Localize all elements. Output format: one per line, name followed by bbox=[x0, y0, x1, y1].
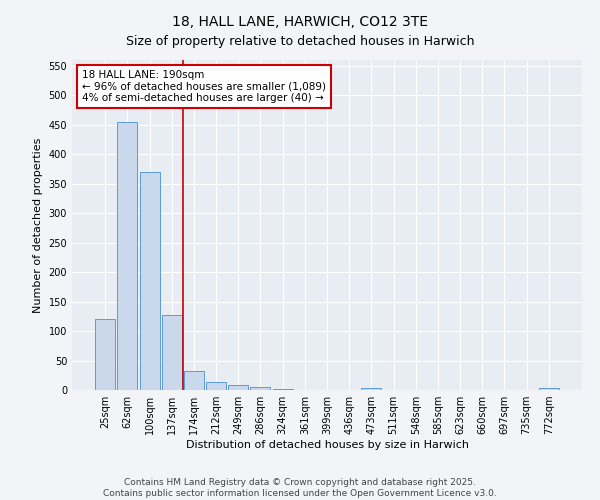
Y-axis label: Number of detached properties: Number of detached properties bbox=[33, 138, 43, 312]
Text: 18, HALL LANE, HARWICH, CO12 3TE: 18, HALL LANE, HARWICH, CO12 3TE bbox=[172, 15, 428, 29]
Bar bbox=[250, 387, 271, 390]
Text: Size of property relative to detached houses in Harwich: Size of property relative to detached ho… bbox=[126, 35, 474, 48]
Text: 18 HALL LANE: 190sqm
← 96% of detached houses are smaller (1,089)
4% of semi-det: 18 HALL LANE: 190sqm ← 96% of detached h… bbox=[82, 70, 326, 103]
Bar bbox=[118, 122, 137, 390]
X-axis label: Distribution of detached houses by size in Harwich: Distribution of detached houses by size … bbox=[185, 440, 469, 450]
Bar bbox=[361, 388, 382, 390]
Bar bbox=[162, 314, 182, 390]
Text: Contains HM Land Registry data © Crown copyright and database right 2025.
Contai: Contains HM Land Registry data © Crown c… bbox=[103, 478, 497, 498]
Bar bbox=[140, 172, 160, 390]
Bar bbox=[539, 388, 559, 390]
Bar bbox=[184, 370, 204, 390]
Bar bbox=[228, 384, 248, 390]
Bar bbox=[206, 382, 226, 390]
Bar bbox=[95, 320, 115, 390]
